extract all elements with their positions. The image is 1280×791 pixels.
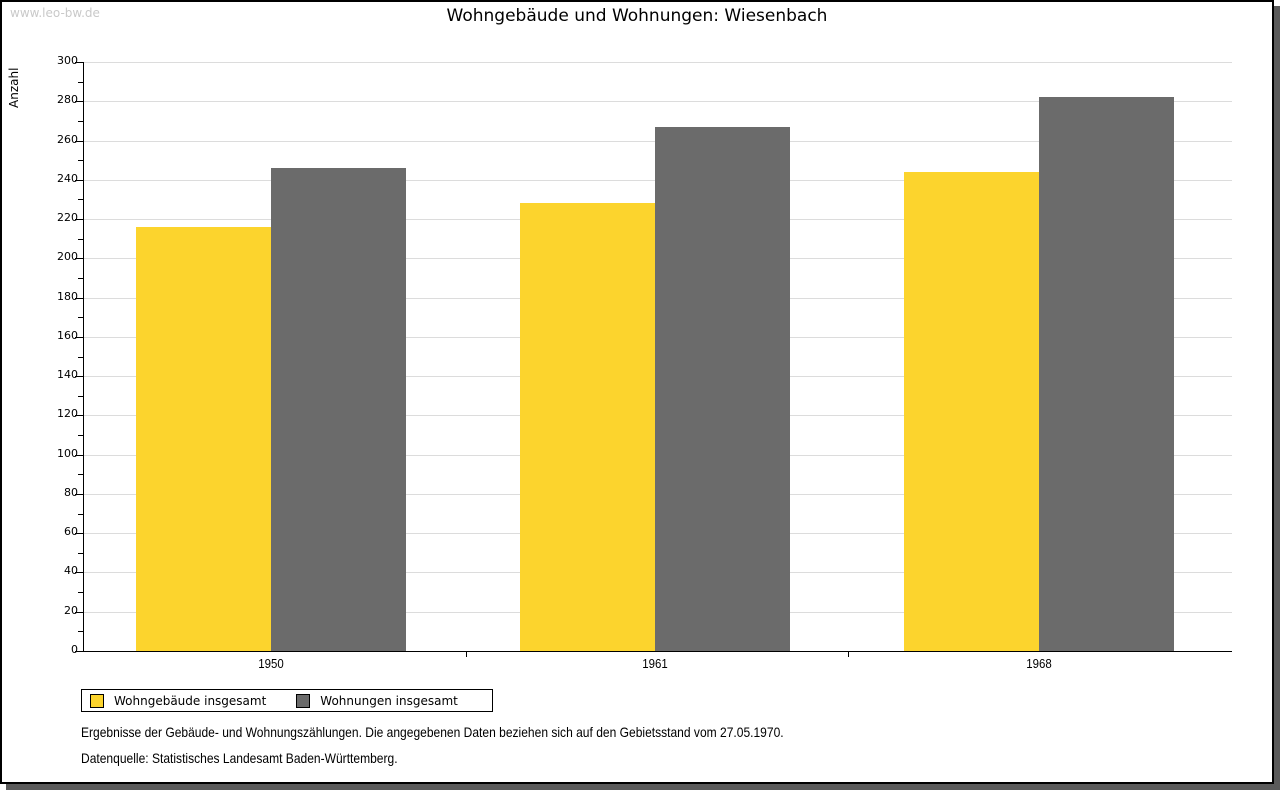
- y-axis-minor-tick-190: [78, 278, 83, 279]
- y-axis-minor-tick-210: [78, 239, 83, 240]
- legend: Wohngebäude insgesamt Wohnungen insgesam…: [81, 689, 493, 712]
- y-axis-tick-label: 80: [64, 486, 78, 499]
- y-axis-major-tick-200: [75, 258, 83, 259]
- footnote-data-source: Datenquelle: Statistisches Landesamt Bad…: [81, 750, 398, 766]
- y-axis-major-tick-240: [75, 180, 83, 181]
- y-axis-minor-tick-170: [78, 317, 83, 318]
- y-axis-minor-tick-50: [78, 553, 83, 554]
- y-axis-major-tick-40: [75, 572, 83, 573]
- y-axis-minor-tick-290: [78, 82, 83, 83]
- y-axis-minor-tick-10: [78, 631, 83, 632]
- y-axis-minor-tick-150: [78, 357, 83, 358]
- y-axis-major-tick-60: [75, 533, 83, 534]
- y-axis-major-tick-20: [75, 612, 83, 613]
- bar-1968-wohngebaeude: [904, 172, 1039, 651]
- y-axis-major-tick-280: [75, 101, 83, 102]
- y-axis-tick-label: 120: [57, 407, 78, 420]
- x-axis-label-1950: 1950: [258, 656, 284, 671]
- y-axis-major-tick-120: [75, 415, 83, 416]
- y-axis-minor-tick-110: [78, 435, 83, 436]
- y-axis-tick-label: 140: [57, 368, 78, 381]
- watermark: www.leo-bw.de: [10, 6, 100, 20]
- y-axis-minor-tick-250: [78, 160, 83, 161]
- y-axis-major-tick-300: [75, 62, 83, 63]
- legend-label-wohngebaeude: Wohngebäude insgesamt: [114, 693, 267, 708]
- y-axis-major-tick-80: [75, 494, 83, 495]
- y-axis-minor-tick-90: [78, 474, 83, 475]
- y-axis-tick-label: 280: [57, 93, 78, 106]
- y-axis-tick-label: 60: [64, 525, 78, 538]
- legend-swatch-wohngebaeude: [90, 693, 104, 708]
- y-axis-tick-label: 20: [64, 604, 78, 617]
- gridline-300: [84, 62, 1232, 63]
- y-axis-minor-tick-130: [78, 396, 83, 397]
- y-axis-tick-label: 260: [57, 133, 78, 146]
- x-axis-boundary-tick: [466, 652, 467, 657]
- y-axis-major-tick-180: [75, 298, 83, 299]
- bar-1950-wohngebaeude: [136, 227, 271, 651]
- y-axis-minor-tick-230: [78, 199, 83, 200]
- y-axis-tick-label: 300: [57, 54, 78, 67]
- x-axis-label-1968: 1968: [1026, 656, 1052, 671]
- y-axis-major-tick-160: [75, 337, 83, 338]
- y-axis-major-tick-220: [75, 219, 83, 220]
- y-axis-minor-tick-30: [78, 592, 83, 593]
- chart-title: Wohngebäude und Wohnungen: Wiesenbach: [446, 6, 828, 26]
- y-axis-tick-label: 220: [57, 211, 78, 224]
- x-axis-boundary-tick: [848, 652, 849, 657]
- bar-1961-wohngebaeude: [520, 203, 655, 651]
- y-axis-tick-label: 200: [57, 250, 78, 263]
- y-axis-tick-label: 160: [57, 329, 78, 342]
- y-axis-major-tick-260: [75, 141, 83, 142]
- y-axis-minor-tick-70: [78, 514, 83, 515]
- y-axis-label: Anzahl: [7, 67, 21, 108]
- y-axis-major-tick-140: [75, 376, 83, 377]
- x-axis-label-1961: 1961: [642, 656, 668, 671]
- y-axis-major-tick-0: [75, 651, 83, 652]
- y-axis-major-tick-100: [75, 455, 83, 456]
- y-axis-tick-label: 180: [57, 290, 78, 303]
- y-axis-tick-label: 100: [57, 447, 78, 460]
- y-axis-minor-tick-270: [78, 121, 83, 122]
- y-axis-tick-label: 240: [57, 172, 78, 185]
- y-axis-tick-label: 40: [64, 564, 78, 577]
- bar-1968-wohnungen: [1039, 97, 1174, 651]
- bar-1950-wohnungen: [271, 168, 406, 651]
- legend-swatch-wohnungen: [296, 693, 311, 708]
- bar-1961-wohnungen: [655, 127, 790, 651]
- gridline-280: [84, 101, 1232, 102]
- y-axis-tick-label: 0: [71, 643, 78, 656]
- footnote-survey-info: Ergebnisse der Gebäude- und Wohnungszähl…: [81, 724, 784, 740]
- legend-label-wohnungen: Wohnungen insgesamt: [320, 693, 458, 708]
- plot-area: [75, 62, 1232, 652]
